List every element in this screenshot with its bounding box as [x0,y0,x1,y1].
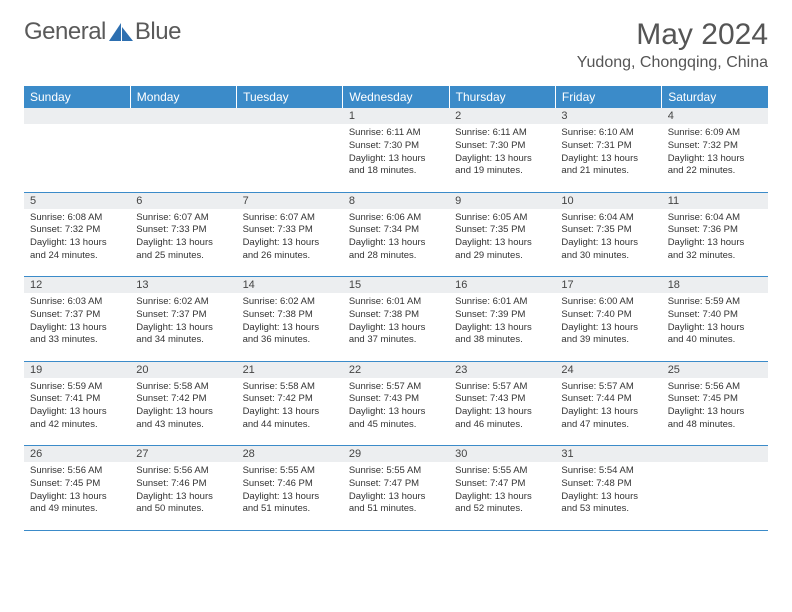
day-content-cell: Sunrise: 6:11 AMSunset: 7:30 PMDaylight:… [343,124,449,192]
day-content-cell: Sunrise: 6:04 AMSunset: 7:35 PMDaylight:… [555,209,661,277]
weekday-header: Monday [130,86,236,108]
day-content-cell [662,462,768,530]
header: General Blue May 2024 Yudong, Chongqing,… [24,18,768,72]
day-content-cell [130,124,236,192]
day-number-cell: 3 [555,108,661,124]
day-content-cell: Sunrise: 6:00 AMSunset: 7:40 PMDaylight:… [555,293,661,361]
day-number-cell: 4 [662,108,768,124]
day-number-cell: 5 [24,192,130,209]
day-content-cell: Sunrise: 6:11 AMSunset: 7:30 PMDaylight:… [449,124,555,192]
day-content-cell: Sunrise: 6:05 AMSunset: 7:35 PMDaylight:… [449,209,555,277]
day-number-row: 567891011 [24,192,768,209]
day-number-cell: 30 [449,446,555,463]
day-content-cell: Sunrise: 6:10 AMSunset: 7:31 PMDaylight:… [555,124,661,192]
weekday-header: Thursday [449,86,555,108]
day-content-cell: Sunrise: 5:56 AMSunset: 7:45 PMDaylight:… [24,462,130,530]
day-number-cell: 22 [343,361,449,378]
day-number-row: 1234 [24,108,768,124]
calendar-body: 1234 Sunrise: 6:11 AMSunset: 7:30 PMDayl… [24,108,768,530]
day-content-row: Sunrise: 6:08 AMSunset: 7:32 PMDaylight:… [24,209,768,277]
day-number-cell: 6 [130,192,236,209]
day-content-cell: Sunrise: 5:58 AMSunset: 7:42 PMDaylight:… [130,378,236,446]
day-content-cell: Sunrise: 6:02 AMSunset: 7:38 PMDaylight:… [237,293,343,361]
day-content-cell: Sunrise: 6:07 AMSunset: 7:33 PMDaylight:… [237,209,343,277]
day-number-cell: 11 [662,192,768,209]
logo: General Blue [24,18,181,46]
day-content-row: Sunrise: 5:56 AMSunset: 7:45 PMDaylight:… [24,462,768,530]
day-content-cell: Sunrise: 5:57 AMSunset: 7:43 PMDaylight:… [449,378,555,446]
day-number-cell [237,108,343,124]
location: Yudong, Chongqing, China [577,54,768,72]
weekday-header: Sunday [24,86,130,108]
day-number-cell: 19 [24,361,130,378]
day-number-row: 19202122232425 [24,361,768,378]
day-content-row: Sunrise: 6:03 AMSunset: 7:37 PMDaylight:… [24,293,768,361]
day-number-cell: 28 [237,446,343,463]
day-content-cell: Sunrise: 6:01 AMSunset: 7:38 PMDaylight:… [343,293,449,361]
day-content-cell: Sunrise: 5:54 AMSunset: 7:48 PMDaylight:… [555,462,661,530]
day-number-cell: 16 [449,277,555,294]
title-block: May 2024 Yudong, Chongqing, China [577,18,768,72]
day-number-cell [662,446,768,463]
day-content-cell: Sunrise: 6:09 AMSunset: 7:32 PMDaylight:… [662,124,768,192]
weekday-header: Wednesday [343,86,449,108]
day-content-cell: Sunrise: 5:55 AMSunset: 7:47 PMDaylight:… [343,462,449,530]
day-number-cell: 14 [237,277,343,294]
day-number-cell: 24 [555,361,661,378]
day-number-cell: 18 [662,277,768,294]
day-number-cell: 23 [449,361,555,378]
calendar-table: SundayMondayTuesdayWednesdayThursdayFrid… [24,86,768,531]
weekday-header: Tuesday [237,86,343,108]
day-content-cell: Sunrise: 5:59 AMSunset: 7:41 PMDaylight:… [24,378,130,446]
day-number-cell: 20 [130,361,236,378]
day-number-cell: 13 [130,277,236,294]
weekday-header: Friday [555,86,661,108]
day-content-cell: Sunrise: 5:56 AMSunset: 7:46 PMDaylight:… [130,462,236,530]
day-number-cell: 31 [555,446,661,463]
logo-text-general: General [24,18,106,46]
day-content-row: Sunrise: 5:59 AMSunset: 7:41 PMDaylight:… [24,378,768,446]
day-number-cell: 8 [343,192,449,209]
day-number-cell: 2 [449,108,555,124]
day-number-cell: 1 [343,108,449,124]
day-content-cell: Sunrise: 6:01 AMSunset: 7:39 PMDaylight:… [449,293,555,361]
day-number-row: 12131415161718 [24,277,768,294]
day-content-cell: Sunrise: 5:55 AMSunset: 7:47 PMDaylight:… [449,462,555,530]
day-content-cell: Sunrise: 6:04 AMSunset: 7:36 PMDaylight:… [662,209,768,277]
day-content-cell: Sunrise: 5:55 AMSunset: 7:46 PMDaylight:… [237,462,343,530]
day-number-cell: 29 [343,446,449,463]
day-number-cell: 27 [130,446,236,463]
day-content-cell: Sunrise: 6:06 AMSunset: 7:34 PMDaylight:… [343,209,449,277]
day-number-cell: 26 [24,446,130,463]
day-content-cell: Sunrise: 5:57 AMSunset: 7:44 PMDaylight:… [555,378,661,446]
day-content-row: Sunrise: 6:11 AMSunset: 7:30 PMDaylight:… [24,124,768,192]
day-content-cell: Sunrise: 5:59 AMSunset: 7:40 PMDaylight:… [662,293,768,361]
day-number-cell: 9 [449,192,555,209]
day-content-cell [24,124,130,192]
weekday-header: Saturday [662,86,768,108]
day-number-cell: 10 [555,192,661,209]
day-number-cell: 15 [343,277,449,294]
month-title: May 2024 [577,18,768,52]
day-content-cell [237,124,343,192]
day-content-cell: Sunrise: 6:07 AMSunset: 7:33 PMDaylight:… [130,209,236,277]
day-number-cell: 25 [662,361,768,378]
day-number-cell [130,108,236,124]
day-content-cell: Sunrise: 5:58 AMSunset: 7:42 PMDaylight:… [237,378,343,446]
day-number-cell: 7 [237,192,343,209]
day-content-cell: Sunrise: 5:56 AMSunset: 7:45 PMDaylight:… [662,378,768,446]
logo-text-blue: Blue [135,18,181,46]
day-number-cell: 21 [237,361,343,378]
day-content-cell: Sunrise: 6:08 AMSunset: 7:32 PMDaylight:… [24,209,130,277]
day-number-cell: 12 [24,277,130,294]
day-content-cell: Sunrise: 5:57 AMSunset: 7:43 PMDaylight:… [343,378,449,446]
day-number-row: 262728293031 [24,446,768,463]
day-content-cell: Sunrise: 6:03 AMSunset: 7:37 PMDaylight:… [24,293,130,361]
logo-sail-icon [108,22,134,42]
day-number-cell: 17 [555,277,661,294]
weekday-header-row: SundayMondayTuesdayWednesdayThursdayFrid… [24,86,768,108]
day-number-cell [24,108,130,124]
day-content-cell: Sunrise: 6:02 AMSunset: 7:37 PMDaylight:… [130,293,236,361]
